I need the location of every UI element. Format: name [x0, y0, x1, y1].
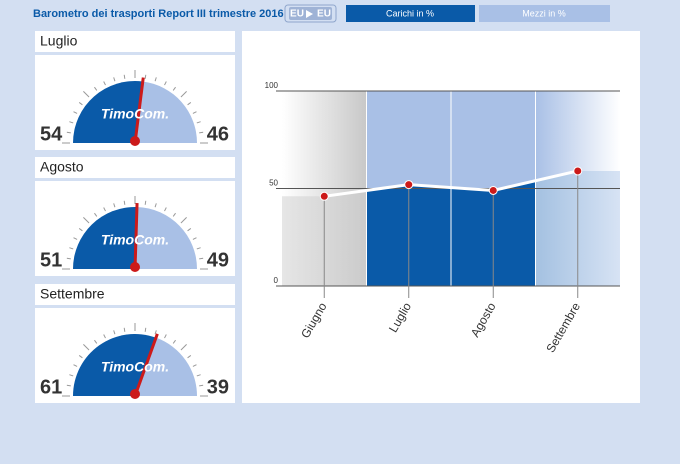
gauge-tick	[154, 77, 157, 82]
gauge-tick	[180, 217, 187, 224]
brand: TimoCom.	[101, 106, 169, 122]
value-mezzi: 49	[207, 249, 229, 271]
gauge-tick	[187, 228, 192, 232]
gauge-tick	[192, 237, 197, 240]
gauge-hub	[130, 262, 140, 272]
gauge-tick	[113, 203, 116, 208]
gauge-tick	[196, 374, 201, 377]
gauge-tick	[164, 207, 167, 212]
gauge-tick	[187, 102, 192, 106]
route-to: EU	[317, 9, 331, 20]
gauge-tick	[144, 327, 147, 332]
gauge-tick	[199, 257, 204, 260]
value-carichi: 54	[40, 123, 63, 145]
legend-carichi[interactable]	[346, 5, 475, 22]
gauge-tick	[69, 247, 74, 250]
legend-mezzi[interactable]	[479, 5, 610, 22]
gauge-tick	[103, 81, 106, 86]
gauge-tick	[144, 74, 147, 79]
gauge-mezzi	[135, 337, 197, 396]
gauge-needle	[133, 202, 139, 270]
value-mezzi: 39	[207, 376, 229, 398]
gauge-tick	[123, 200, 126, 205]
gauge-tick	[69, 374, 74, 377]
gauge-tick	[83, 344, 90, 351]
gauge-tick	[172, 339, 176, 344]
route-from: EU	[290, 9, 304, 20]
gauge-tick	[192, 364, 197, 367]
gauge-tick	[66, 131, 71, 134]
month-header	[35, 31, 235, 52]
gauge-tick	[73, 364, 78, 367]
gauge-tick	[73, 237, 78, 240]
line	[324, 169, 579, 198]
y-tick-label: 100	[265, 81, 279, 90]
value-carichi: 61	[40, 376, 62, 398]
gauge-tick	[78, 102, 83, 106]
gauge-tick	[180, 91, 187, 98]
legend-label[interactable]: Carichi in %	[386, 8, 434, 18]
gauge-tick	[113, 330, 116, 335]
gauge-needle	[133, 333, 159, 397]
gauge-tick	[123, 327, 126, 332]
gauge-tick	[94, 212, 98, 217]
gauge-tick	[94, 339, 98, 344]
gauge-tick	[199, 131, 204, 134]
title: Barometro dei trasporti Report III trime…	[33, 8, 284, 20]
y-tick-label: 0	[274, 276, 279, 285]
route-badge	[284, 4, 337, 23]
gauge-tick	[199, 384, 204, 387]
gauge-mezzi	[135, 207, 197, 269]
gauge-tick	[172, 212, 176, 217]
gauge-tick	[66, 384, 71, 387]
month-label: Settembre	[40, 286, 105, 302]
point	[319, 191, 329, 201]
gauge-tick	[83, 217, 90, 224]
gauge-tick	[192, 111, 197, 114]
gauge-mezzi	[135, 81, 197, 143]
gauge-tick	[103, 207, 106, 212]
value-mezzi: 46	[207, 123, 229, 145]
gauge-tick	[78, 355, 83, 359]
month-label: Agosto	[40, 159, 84, 175]
brand: TimoCom.	[101, 232, 169, 248]
point	[488, 185, 498, 195]
gauge-tick	[94, 86, 98, 91]
gauge-tick	[83, 91, 90, 98]
route-arrow	[306, 10, 313, 18]
month-label: Luglio	[40, 33, 78, 49]
month-header	[35, 284, 235, 305]
value-carichi: 51	[40, 249, 62, 271]
gauge-hub	[130, 389, 140, 399]
gauge-tick	[196, 247, 201, 250]
gauge-tick	[154, 203, 157, 208]
point	[404, 180, 414, 190]
gauge-tick	[154, 330, 157, 335]
point	[573, 166, 583, 176]
gauge-tick	[172, 86, 176, 91]
month-header	[35, 157, 235, 178]
brand: TimoCom.	[101, 359, 169, 375]
gauge-tick	[144, 200, 147, 205]
gauge-tick	[187, 355, 192, 359]
gauge-tick	[113, 77, 116, 82]
gauge-tick	[103, 334, 106, 339]
gauge-carichi	[73, 207, 137, 269]
y-tick-label: 50	[269, 179, 278, 188]
gauge-carichi	[73, 333, 157, 396]
gauge-tick	[180, 344, 187, 351]
gauge-tick	[164, 334, 167, 339]
gauge-tick	[196, 121, 201, 124]
gauge-tick	[78, 228, 83, 232]
gauge-hub	[130, 136, 140, 146]
gauge-tick	[69, 121, 74, 124]
gauge-tick	[123, 74, 126, 79]
legend-label[interactable]: Mezzi in %	[522, 8, 566, 18]
gauge-tick	[66, 257, 71, 260]
gauge-carichi	[73, 81, 143, 143]
gauge-tick	[164, 81, 167, 86]
gauge-tick	[73, 111, 78, 114]
gauge-needle	[133, 77, 145, 144]
